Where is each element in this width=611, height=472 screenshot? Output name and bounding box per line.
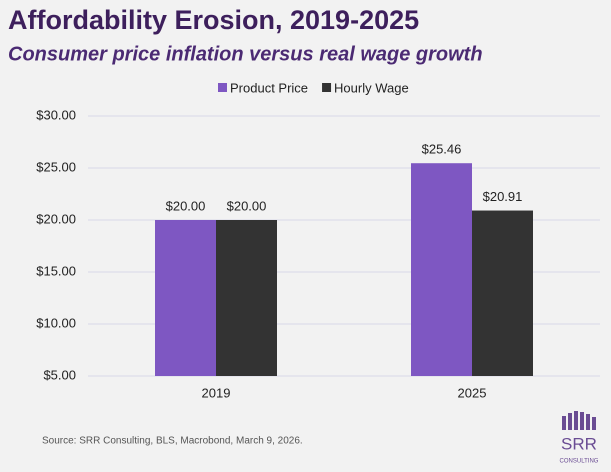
- y-tick-label: $30.00: [36, 107, 76, 122]
- logo-bar: [562, 416, 566, 430]
- y-tick-label: $25.00: [36, 159, 76, 174]
- legend-swatch: [322, 83, 332, 92]
- legend-label: Product Price: [230, 80, 308, 95]
- value-label: $20.00: [166, 198, 206, 213]
- logo-tagline: CONSULTING: [560, 459, 599, 465]
- y-tick-label: $15.00: [36, 263, 76, 278]
- chart-subtitle: Consumer price inflation versus real wag…: [8, 43, 483, 65]
- bar: [155, 220, 216, 376]
- legend-label: Hourly Wage: [334, 80, 409, 95]
- logo-bar: [592, 417, 596, 430]
- value-label: $20.91: [483, 189, 523, 204]
- y-tick-label: $5.00: [43, 367, 76, 382]
- logo: SRR CONSULTING: [560, 411, 599, 465]
- legend-swatch: [218, 83, 227, 92]
- value-label: $20.00: [227, 198, 267, 213]
- chart-title: Affordability Erosion, 2019-2025: [8, 5, 419, 35]
- value-label: $25.46: [422, 142, 462, 157]
- x-tick-label: 2019: [202, 385, 231, 400]
- bar: [216, 220, 277, 376]
- logo-bar: [568, 413, 572, 430]
- logo-bar: [580, 412, 584, 430]
- y-tick-label: $20.00: [36, 211, 76, 226]
- bar: [472, 210, 533, 376]
- logo-bar: [586, 414, 590, 430]
- bar: [411, 163, 472, 376]
- y-tick-label: $10.00: [36, 315, 76, 330]
- logo-bar: [574, 411, 578, 430]
- x-tick-label: 2025: [458, 385, 487, 400]
- source-note: Source: SRR Consulting, BLS, Macrobond, …: [42, 436, 303, 447]
- logo-name: SRR: [561, 434, 597, 453]
